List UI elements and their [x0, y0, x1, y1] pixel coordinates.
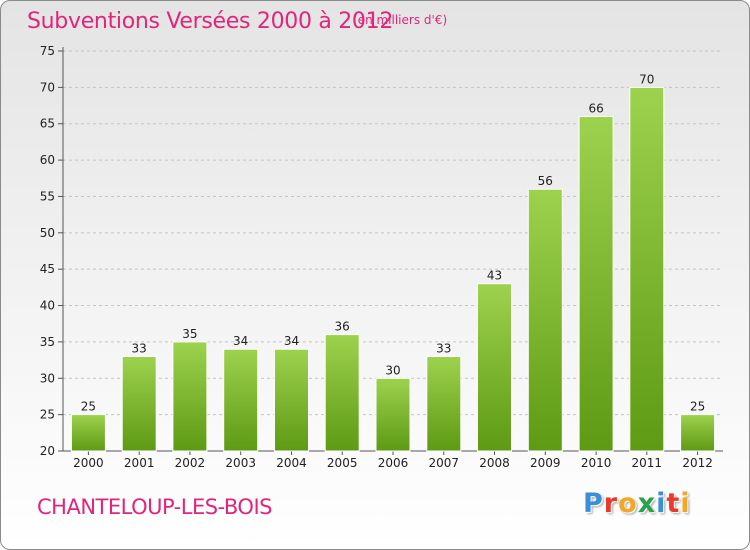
value-labels: 25 33 35 34 34 36 30 33 43 56 66 70 25 — [81, 72, 705, 413]
bars — [70, 86, 716, 452]
bar-2009 — [527, 188, 563, 452]
chart-title: Subventions Versées 2000 à 2012 — [27, 9, 394, 34]
y-tick-label: 30 — [40, 371, 55, 385]
value-label-2005: 36 — [335, 320, 350, 334]
bar-2006 — [375, 377, 411, 452]
bar-2005 — [324, 334, 360, 452]
town-name: CHANTELOUP-LES-BOIS — [37, 495, 272, 519]
x-tick-label-2001: 2001 — [124, 456, 155, 470]
x-tick-label-2006: 2006 — [378, 456, 409, 470]
value-label-2009: 56 — [538, 174, 553, 188]
y-tick-label: 55 — [40, 189, 55, 203]
y-tick-label: 60 — [40, 153, 55, 167]
logo-letter: r — [603, 488, 619, 519]
value-label-2000: 25 — [81, 400, 96, 414]
y-tick-label: 20 — [40, 444, 55, 458]
value-label-2012: 25 — [690, 400, 705, 414]
y-tick-label: 65 — [40, 117, 55, 131]
x-tick-label-2002: 2002 — [175, 456, 206, 470]
bar-2010 — [578, 116, 614, 452]
y-tick-label: 45 — [40, 262, 55, 276]
grid-lines — [63, 50, 723, 416]
value-label-2004: 34 — [284, 334, 299, 348]
bar-2008 — [477, 283, 512, 452]
x-tick-label-2008: 2008 — [479, 456, 510, 470]
logo-letter: i — [680, 488, 691, 519]
value-label-2007: 33 — [436, 342, 451, 356]
y-tick-label: 70 — [40, 80, 55, 94]
bar-2000 — [70, 414, 106, 452]
y-tick-label: 35 — [40, 335, 55, 349]
x-tick-label-2005: 2005 — [327, 456, 358, 470]
x-tick-label-2007: 2007 — [429, 456, 460, 470]
bar-2001 — [121, 356, 157, 452]
bar-2011 — [629, 86, 665, 452]
x-tick-label-2009: 2009 — [530, 456, 561, 470]
value-label-2001: 33 — [132, 342, 147, 356]
bar-2002 — [172, 341, 208, 452]
logo-letter: x — [637, 488, 657, 519]
x-tick-labels: 2000 2001 2002 2003 2004 2005 2006 2007 2008 2009… — [73, 456, 713, 470]
y-tick-labels: 20 25 30 35 40 45 50 55 60 65 70 75 — [40, 44, 55, 458]
value-label-2010: 66 — [588, 102, 603, 116]
x-tick-label-2010: 2010 — [581, 456, 612, 470]
x-tick-label-2003: 2003 — [225, 456, 256, 470]
bar-2004 — [274, 348, 309, 452]
bar-2003 — [223, 348, 259, 452]
logo-letter: P — [583, 488, 604, 519]
y-tick-label: 25 — [40, 408, 55, 422]
y-tick-label: 75 — [40, 44, 55, 58]
value-label-2008: 43 — [487, 269, 502, 283]
x-tick-label-2011: 2011 — [632, 456, 663, 470]
value-label-2003: 34 — [233, 334, 248, 348]
x-tick-label-2000: 2000 — [73, 456, 104, 470]
logo-letter: t — [666, 488, 681, 519]
bar-2007 — [426, 356, 462, 452]
x-tick-label-2012: 2012 — [682, 456, 713, 470]
y-tick-label: 50 — [40, 226, 55, 240]
value-label-2002: 35 — [182, 327, 197, 341]
chart-subtitle: (en milliers d'€) — [353, 13, 448, 27]
x-tick-label-2004: 2004 — [276, 456, 307, 470]
y-tick-label: 40 — [40, 299, 55, 313]
value-label-2011: 70 — [639, 72, 654, 86]
logo-letter: o — [618, 488, 638, 519]
value-label-2006: 30 — [385, 363, 400, 377]
bar-2012 — [680, 414, 716, 452]
proxiti-logo: Proxiti — [583, 488, 691, 519]
logo-letter: i — [656, 488, 667, 519]
